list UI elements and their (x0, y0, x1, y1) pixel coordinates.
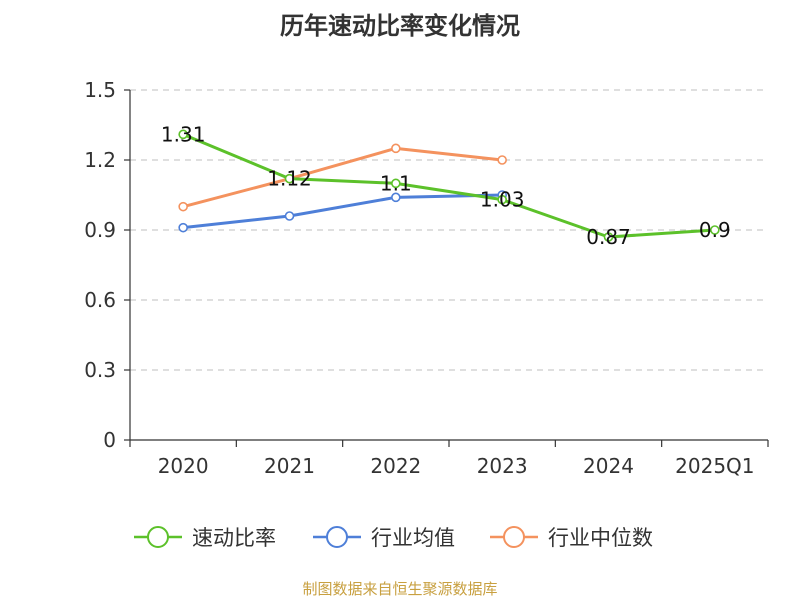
series-line-0 (182, 132, 715, 239)
data-label-2022: 1.1 (380, 171, 412, 195)
x-tick-label-2022: 2022 (370, 454, 421, 478)
legend-marker-icon-0 (147, 526, 169, 548)
series-line-1 (183, 193, 503, 230)
data-label-2021: 1.12 (267, 167, 312, 191)
source-note: 制图数据来自恒生聚源数据库 (302, 580, 497, 598)
point-2-2023 (497, 155, 507, 165)
point-1-2022 (391, 192, 401, 203)
point-0-2020 (178, 129, 188, 140)
legend-item-2: 行业中位数 (490, 526, 653, 550)
data-label-2023: 1.03 (480, 188, 525, 212)
y-tick-label-0: 0 (103, 428, 116, 452)
legend-label-0: 速动比率 (192, 526, 276, 550)
legend-label-1: 行业均值 (371, 526, 455, 550)
x-tick-label-2020: 2020 (158, 454, 209, 478)
gridlines (130, 89, 768, 371)
legend-marker-icon-2 (503, 526, 525, 548)
legend-item-0: 速动比率 (134, 526, 276, 550)
chart-title: 历年速动比率变化情况 (280, 12, 520, 40)
point-0-2021 (284, 173, 295, 184)
series-lines (178, 129, 720, 242)
point-1-2021 (284, 211, 295, 221)
point-1-2020 (178, 222, 188, 233)
y-tick-label-3: 0.9 (84, 218, 116, 242)
legend-item-1: 行业均值 (313, 526, 455, 550)
y-tick-label-2: 0.6 (84, 288, 116, 312)
y-tick-label-5: 1.5 (84, 78, 116, 102)
data-label-2025Q1: 0.9 (699, 218, 731, 242)
point-0-2023 (497, 194, 507, 205)
x-tick-label-2024: 2024 (583, 454, 634, 478)
series-line-2 (182, 146, 503, 209)
data-label-2020: 1.31 (161, 122, 206, 146)
y-tick-label-4: 1.2 (84, 148, 116, 172)
x-tick-label-2023: 2023 (477, 454, 528, 478)
point-0-2022 (391, 178, 401, 189)
legend: 速动比率 行业均值 行业中位数 (134, 526, 653, 550)
data-label-2024: 0.87 (586, 225, 631, 249)
legend-label-2: 行业中位数 (548, 526, 653, 550)
point-0-2024 (603, 232, 614, 242)
point-2-2022 (391, 143, 401, 154)
data-labels: 1.31 1.12 1.1 1.03 0.87 0.9 (161, 122, 731, 249)
x-tick-label-2021: 2021 (264, 454, 315, 478)
point-0-2025Q1 (710, 225, 720, 235)
legend-marker-icon-1 (326, 526, 348, 548)
y-tick-label-1: 0.3 (84, 358, 116, 382)
axes: 0 0.3 0.6 0.9 1.2 1.5 2020 2021 2022 2023 2024 2025… (84, 78, 769, 478)
x-tick-label-2025Q1: 2025Q1 (675, 454, 754, 478)
point-2-2020 (178, 201, 188, 212)
